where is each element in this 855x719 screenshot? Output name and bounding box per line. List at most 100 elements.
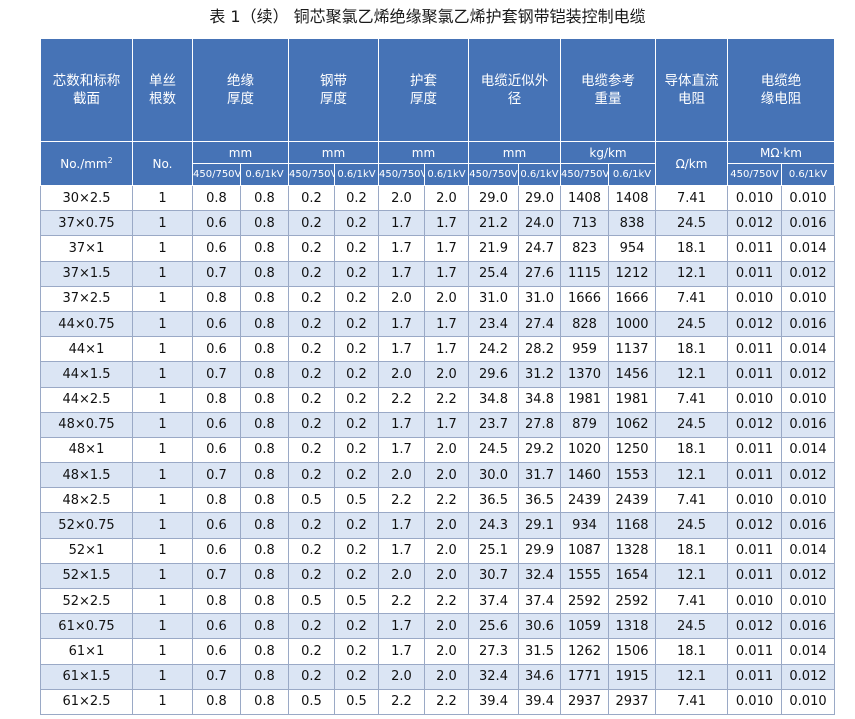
table-cell: 959 <box>560 336 609 363</box>
table-cell: 24.5 <box>655 512 728 539</box>
unit-core: No./mm2 <box>40 141 133 186</box>
table-cell: 2.2 <box>424 487 469 514</box>
table-cell: 0.2 <box>288 613 335 640</box>
table-cell: 0.2 <box>288 386 335 413</box>
table-row: 44×0.75 1 0.6 0.8 0.2 0.2 1.7 1.7 23.4 27.4 828 100… <box>40 310 835 338</box>
table-cell: 2.0 <box>424 436 469 464</box>
table-cell: 32.4 <box>518 562 561 590</box>
table-cell: 0.2 <box>334 386 379 413</box>
table-cell: 0.8 <box>240 688 289 715</box>
table-cell: 0.7 <box>192 462 241 489</box>
table-cell: 0.8 <box>240 285 289 312</box>
table-cell: 1137 <box>608 336 656 363</box>
table-cell: 1 <box>132 285 193 312</box>
table-cell: 0.2 <box>288 411 335 438</box>
table-cell: 0.014 <box>781 336 835 363</box>
table-cell: 1087 <box>560 537 609 564</box>
table-cell: 24.0 <box>518 210 561 237</box>
table-cell: 0.6 <box>192 512 241 539</box>
table-cell: 2.0 <box>378 462 425 489</box>
table-cell: 2439 <box>560 487 609 514</box>
header-sheath: 护套厚度 <box>378 38 469 142</box>
table-cell: 0.010 <box>727 487 782 514</box>
table-cell: 0.8 <box>240 638 289 665</box>
table-cell: 1328 <box>608 537 656 564</box>
table-cell: 2.0 <box>378 184 425 212</box>
unit-steel-tape: mm <box>288 141 379 164</box>
table-cell: 2.0 <box>424 184 469 212</box>
table-cell: 2.0 <box>424 613 469 640</box>
table-cell: 48×0.75 <box>40 411 133 438</box>
table-cell: 2.0 <box>378 361 425 388</box>
header-insulation: 绝缘厚度 <box>192 38 289 142</box>
table-cell: 37×2.5 <box>40 285 133 312</box>
voltage-low: 450/750V <box>288 163 335 186</box>
unit-core-sup: 2 <box>107 156 113 165</box>
table-cell: 21.2 <box>468 210 519 237</box>
table-row: 48×1.5 1 0.7 0.8 0.2 0.2 2.0 2.0 30.0 31.7 1460 155… <box>40 462 835 489</box>
table-cell: 30.6 <box>518 613 561 640</box>
table-cell: 18.1 <box>655 537 728 564</box>
table-cell: 0.8 <box>240 663 289 690</box>
table-cell: 0.2 <box>288 663 335 690</box>
table-cell: 1.7 <box>378 336 425 363</box>
table-row: 48×1 1 0.6 0.8 0.2 0.2 1.7 2.0 24.5 29.2 1020 1250 1… <box>40 436 835 464</box>
table-cell: 1212 <box>608 260 656 287</box>
table-cell: 1771 <box>560 663 609 690</box>
table-cell: 21.9 <box>468 235 519 262</box>
table-cell: 0.012 <box>727 613 782 640</box>
table-row: 44×1.5 1 0.7 0.8 0.2 0.2 2.0 2.0 29.6 31.2 1370 145… <box>40 361 835 388</box>
table-cell: 1250 <box>608 436 656 464</box>
table-cell: 2.2 <box>378 386 425 413</box>
voltage-low: 450/750V <box>378 163 425 186</box>
table-cell: 23.7 <box>468 411 519 438</box>
table-cell: 0.010 <box>781 587 835 615</box>
table-cell: 0.2 <box>288 336 335 363</box>
table-cell: 0.010 <box>727 184 782 212</box>
table-cell: 1 <box>132 512 193 539</box>
table-cell: 0.8 <box>240 361 289 388</box>
table-cell: 0.2 <box>334 512 379 539</box>
table-cell: 0.2 <box>334 210 379 237</box>
table-cell: 30×2.5 <box>40 184 133 212</box>
table-cell: 29.6 <box>468 361 519 388</box>
table-cell: 0.010 <box>781 688 835 715</box>
header-steel-tape: 钢带厚度 <box>288 38 379 142</box>
table-row: 44×2.5 1 0.8 0.8 0.2 0.2 2.2 2.2 34.8 34.8 1981 198… <box>40 386 835 413</box>
table-cell: 879 <box>560 411 609 438</box>
table-cell: 1370 <box>560 361 609 388</box>
table-cell: 2937 <box>608 688 656 715</box>
table-cell: 0.8 <box>192 285 241 312</box>
table-cell: 1.7 <box>424 210 469 237</box>
table-cell: 0.8 <box>240 411 289 438</box>
unit-sheath: mm <box>378 141 469 164</box>
table-cell: 0.2 <box>288 235 335 262</box>
table-cell: 31.0 <box>468 285 519 312</box>
table-cell: 12.1 <box>655 663 728 690</box>
table-cell: 37×0.75 <box>40 210 133 237</box>
table-cell: 44×1 <box>40 336 133 363</box>
table-cell: 2937 <box>560 688 609 715</box>
table-cell: 0.8 <box>240 587 289 615</box>
table-cell: 2.0 <box>424 663 469 690</box>
voltage-low: 450/750V <box>727 163 782 186</box>
table-cell: 7.41 <box>655 688 728 715</box>
table-cell: 0.2 <box>334 436 379 464</box>
table-cell: 1 <box>132 436 193 464</box>
table-row: 30×2.5 1 0.8 0.8 0.2 0.2 2.0 2.0 29.0 29.0 1408 140… <box>40 184 835 212</box>
table-cell: 7.41 <box>655 285 728 312</box>
table-cell: 24.2 <box>468 336 519 363</box>
unit-row: No./mm2 No. mm mm mm mm kg/km Ω/km MΩ·km <box>40 141 835 186</box>
table-cell: 0.2 <box>334 663 379 690</box>
table-cell: 34.8 <box>518 386 561 413</box>
table-cell: 27.4 <box>518 310 561 338</box>
table-cell: 2.0 <box>424 462 469 489</box>
table-cell: 48×1 <box>40 436 133 464</box>
table-cell: 0.014 <box>781 235 835 262</box>
table-cell: 0.011 <box>727 663 782 690</box>
table-cell: 0.8 <box>240 512 289 539</box>
table-cell: 0.8 <box>240 210 289 237</box>
table-cell: 0.2 <box>334 361 379 388</box>
table-cell: 2.2 <box>424 688 469 715</box>
table-cell: 0.5 <box>288 487 335 514</box>
